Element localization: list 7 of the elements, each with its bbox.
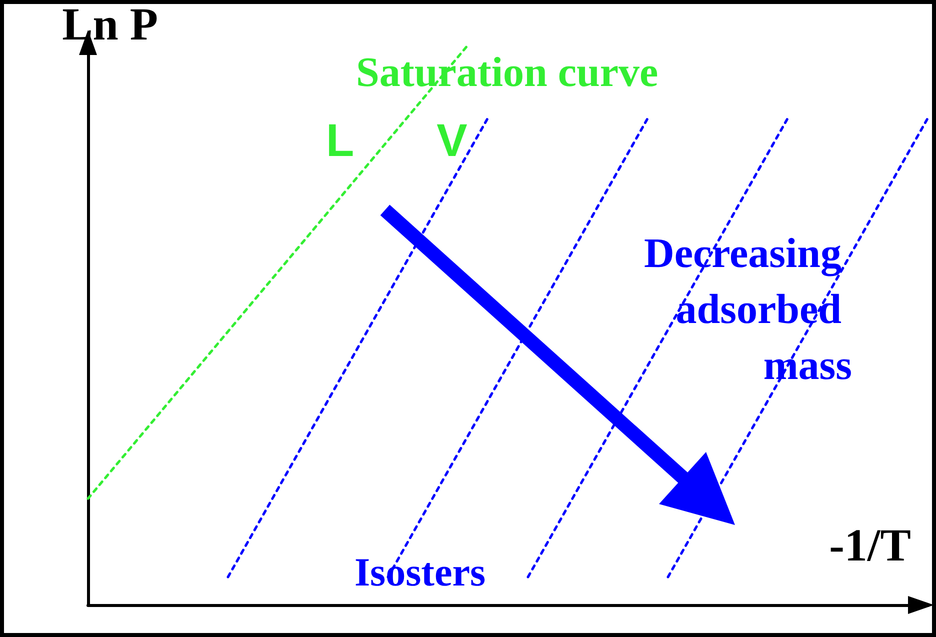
annotation: V [436, 114, 468, 166]
series-label: Saturation curve [356, 50, 658, 96]
annotation: L [326, 114, 354, 166]
y-axis-title: Ln P [62, 0, 158, 50]
annotation: Decreasing adsorbed mass [644, 231, 852, 389]
annotation: Isosters [354, 550, 486, 594]
x-axis-title: -1/T [829, 520, 911, 570]
